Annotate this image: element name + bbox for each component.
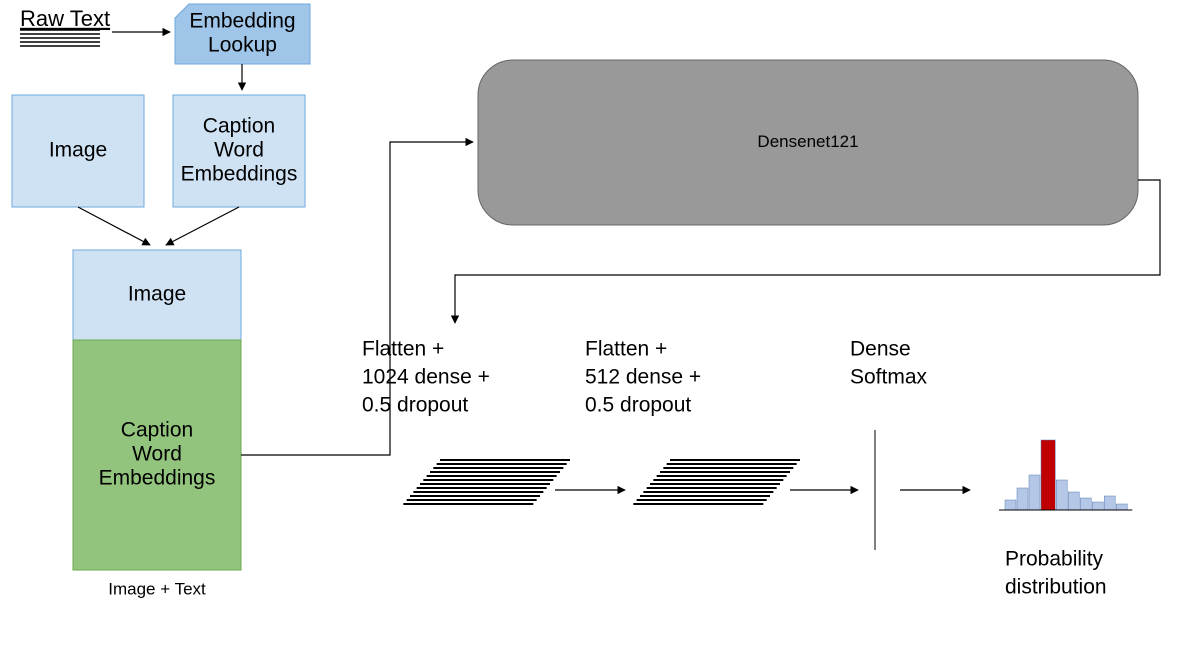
flatten-512-label: 512 dense + <box>585 366 701 389</box>
node-label: Word <box>214 139 264 162</box>
node-label: Caption <box>121 418 193 441</box>
stack-footer-label: Image + Text <box>108 579 206 598</box>
flatten-stack-2-icon <box>633 460 800 504</box>
node-label: Word <box>132 443 182 466</box>
probability-distribution-label: distribution <box>1005 576 1107 599</box>
node-label: Image <box>128 283 186 306</box>
flatten-1024-label: 1024 dense + <box>362 366 490 389</box>
node-label: Embedding <box>189 9 295 32</box>
node-label: Lookup <box>208 34 277 57</box>
probability-distribution-label: Probability <box>1005 548 1104 571</box>
caption-to-stack <box>166 207 239 245</box>
image-to-stack <box>78 207 150 245</box>
node-label: Densenet121 <box>757 132 858 151</box>
flatten-512-label: 0.5 dropout <box>585 394 691 417</box>
node-label: Image <box>49 139 107 162</box>
flatten-1024-label: Flatten + <box>362 338 444 361</box>
node-label: Caption <box>203 114 275 137</box>
node-label: Embeddings <box>181 163 298 186</box>
raw-text-label: Raw Text <box>20 6 110 31</box>
flatten-1024-label: 0.5 dropout <box>362 394 468 417</box>
probability-histogram <box>999 440 1132 510</box>
flatten-512-label: Flatten + <box>585 338 667 361</box>
node-label: Embeddings <box>99 467 216 490</box>
diagram-canvas: Raw TextEmbeddingLookupImageCaptionWordE… <box>0 0 1193 653</box>
flatten-stack-1-icon <box>403 460 570 504</box>
dense-softmax-label: Dense <box>850 338 911 361</box>
dense-softmax-label: Softmax <box>850 366 928 389</box>
